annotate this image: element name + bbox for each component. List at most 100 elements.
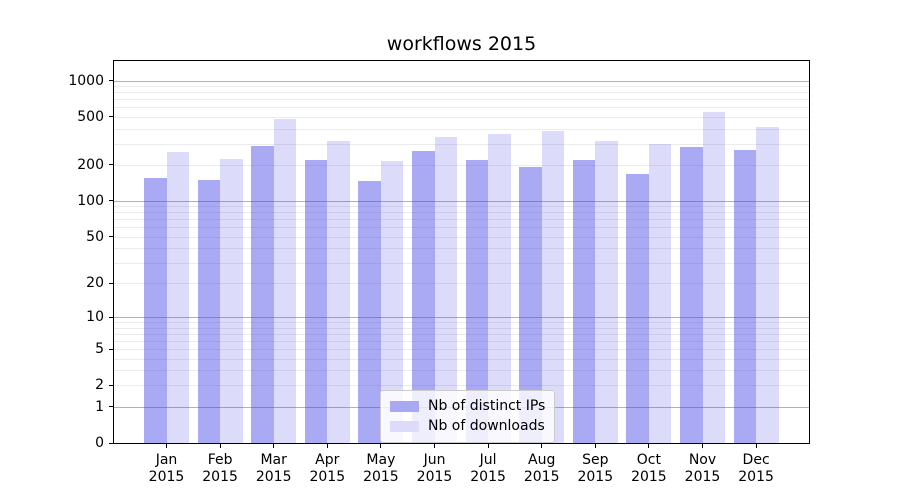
bar-downloads-jan — [166, 152, 189, 443]
x-tick-label-may: May 2015 — [363, 452, 399, 485]
gridline-major — [114, 200, 809, 202]
x-tick-label-sep: Sep 2015 — [577, 452, 614, 485]
x-tick-mark — [219, 444, 221, 448]
y-tick-label: 500 — [77, 108, 104, 125]
y-tick-label: 5 — [95, 341, 104, 357]
legend-item-distinct-ips: Nb of distinct IPs — [390, 396, 545, 416]
y-tick-label: 100 — [77, 192, 104, 209]
bar-downloads-dec — [756, 126, 779, 443]
gridline-minor — [114, 283, 809, 285]
y-tick-mark — [109, 80, 113, 81]
bar-distinct-ips-jun — [412, 151, 435, 443]
x-tick-mark — [648, 444, 650, 448]
bar-downloads-aug — [541, 130, 565, 443]
gridline-minor — [114, 322, 809, 324]
x-tick-label-dec: Dec 2015 — [738, 452, 774, 485]
y-tick-mark — [109, 164, 113, 166]
gridline-minor — [114, 262, 809, 264]
bar-downloads-mar — [273, 118, 297, 443]
x-tick-mark — [273, 444, 275, 448]
gridline-minor — [114, 385, 809, 387]
gridline-minor — [114, 206, 809, 208]
x-tick-label-jul: Jul 2015 — [470, 452, 506, 485]
gridline-minor — [114, 340, 809, 342]
gridline-minor — [114, 86, 809, 87]
y-tick-mark — [109, 384, 113, 386]
legend: Nb of distinct IPs Nb of downloads — [380, 390, 556, 443]
x-tick-mark — [166, 444, 167, 448]
bar-distinct-ips-apr — [304, 159, 328, 443]
x-tick-mark — [541, 444, 543, 448]
gridline-major — [114, 317, 809, 319]
x-tick-label-jun: Jun 2015 — [416, 452, 453, 485]
gridline-major — [114, 80, 809, 82]
gridline-minor — [114, 116, 809, 118]
y-tick-label: 50 — [86, 228, 104, 245]
y-tick-mark — [109, 406, 113, 408]
bar-distinct-ips-dec — [733, 150, 757, 443]
chart-title: workflows 2015 — [386, 33, 537, 55]
bar-distinct-ips-mar — [251, 146, 274, 443]
x-tick-mark — [594, 444, 596, 448]
x-tick-mark — [487, 444, 489, 448]
bar-downloads-apr — [327, 140, 350, 443]
gridline-minor — [114, 349, 809, 350]
x-tick-label-nov: Nov 2015 — [684, 452, 721, 485]
bar-distinct-ips-may — [358, 181, 381, 443]
bar-distinct-ips-nov — [680, 146, 703, 443]
bar-distinct-ips-feb — [197, 180, 221, 443]
y-tick-mark — [109, 236, 113, 238]
gridline-minor — [114, 358, 809, 360]
gridline-minor — [114, 92, 809, 94]
bar-distinct-ips-jul — [465, 160, 489, 443]
bar-downloads-jul — [488, 134, 511, 443]
gridline-minor — [114, 327, 809, 329]
bar-downloads-nov — [702, 112, 725, 443]
bar-downloads-jun — [434, 137, 457, 443]
y-tick-mark — [109, 200, 113, 202]
legend-item-downloads: Nb of downloads — [390, 416, 545, 436]
gridline-minor — [114, 236, 809, 238]
y-tick-label: 200 — [77, 156, 104, 173]
y-tick-mark — [109, 316, 113, 318]
y-tick-mark — [109, 116, 113, 118]
plot-area: Nb of distinct IPs Nb of downloads — [113, 60, 810, 444]
x-tick-label-feb: Feb 2015 — [202, 452, 238, 485]
bar-distinct-ips-sep — [572, 160, 596, 443]
y-tick-mark — [109, 442, 113, 444]
bar-downloads-oct — [648, 143, 672, 443]
legend-label-downloads: Nb of downloads — [428, 418, 545, 434]
gridline-minor — [114, 333, 809, 335]
x-tick-label-jan: Jan 2015 — [148, 452, 185, 485]
x-tick-label-oct: Oct 2015 — [631, 452, 667, 485]
bar-distinct-ips-oct — [626, 174, 649, 443]
bar-downloads-feb — [220, 159, 243, 443]
gridline-minor — [114, 248, 809, 250]
x-tick-label-aug: Aug 2015 — [523, 452, 560, 485]
gridline-minor — [114, 227, 809, 229]
x-tick-label-apr: Apr 2015 — [309, 452, 346, 485]
y-tick-mark — [109, 282, 113, 284]
y-tick-label: 1000 — [68, 72, 104, 89]
y-tick-label: 20 — [86, 275, 104, 292]
x-tick-mark — [326, 444, 328, 448]
bar-downloads-sep — [595, 140, 618, 443]
x-tick-mark — [702, 444, 703, 448]
legend-label-distinct-ips: Nb of distinct IPs — [428, 398, 546, 414]
gridline-minor — [114, 99, 809, 101]
legend-swatch-downloads — [390, 420, 419, 432]
x-tick-mark — [434, 444, 435, 448]
legend-swatch-distinct-ips — [390, 400, 419, 412]
gridline-minor — [114, 164, 809, 166]
y-tick-mark — [109, 348, 113, 350]
gridline-minor — [114, 212, 809, 214]
y-tick-label: 10 — [86, 309, 104, 326]
y-tick-label: 1 — [95, 398, 104, 415]
gridline-minor — [114, 128, 809, 130]
y-tick-label: 0 — [95, 435, 104, 451]
y-tick-label: 2 — [95, 377, 104, 394]
gridline-minor — [114, 143, 809, 145]
gridline-minor — [114, 107, 809, 109]
bar-downloads-may — [380, 160, 404, 443]
